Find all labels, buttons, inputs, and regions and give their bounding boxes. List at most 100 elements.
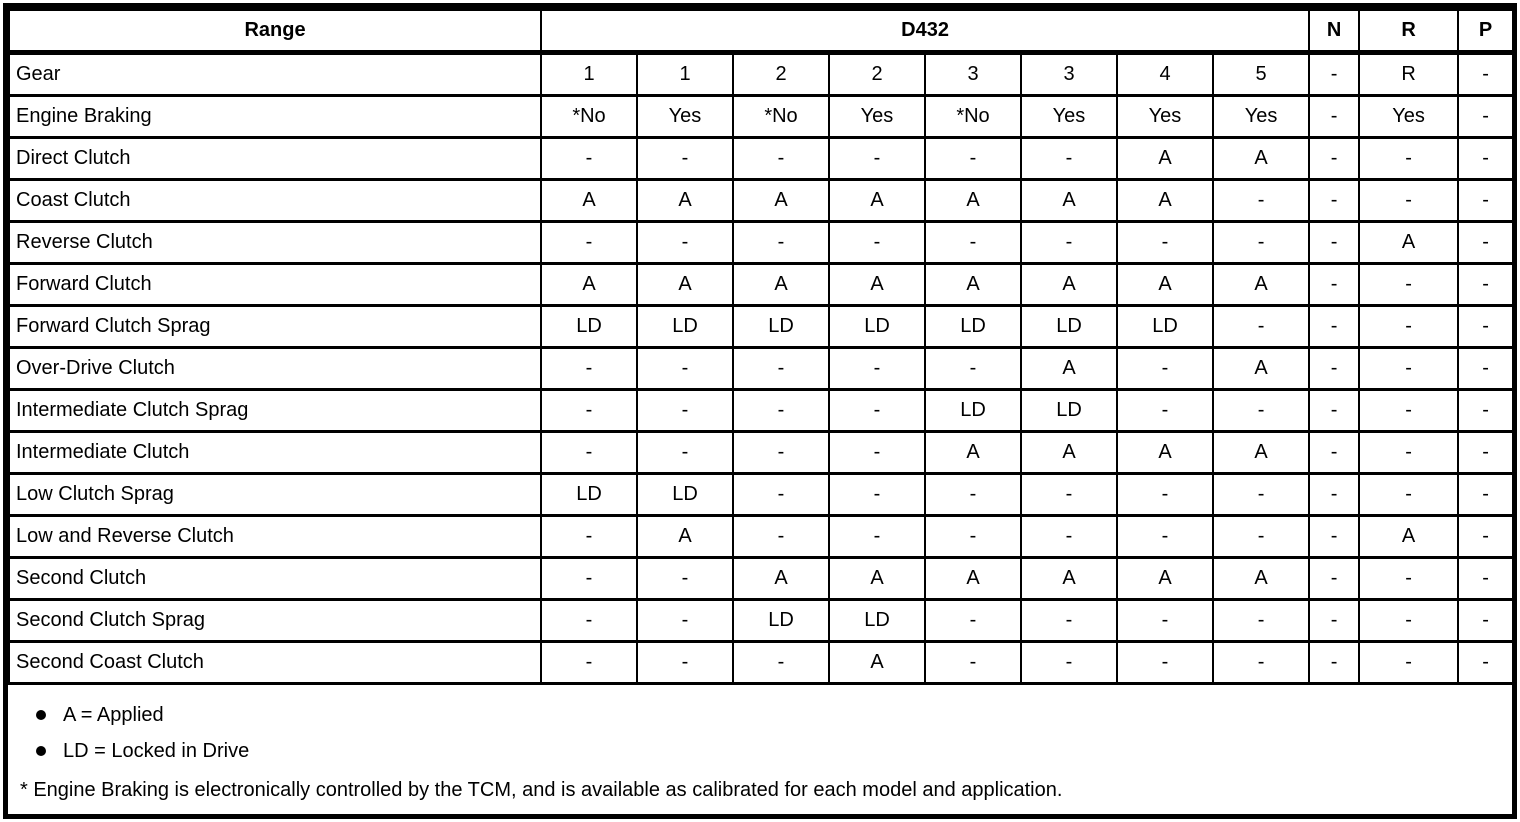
value-cell: - [1020,640,1118,685]
value-cell: - [732,430,830,475]
value-cell: - [1457,304,1515,349]
value-cell: 1 [636,51,734,97]
value-cell: - [1116,472,1214,517]
value-cell: A [732,262,830,307]
value-cell: - [1308,640,1361,685]
value-cell: - [1211,304,1311,349]
value-cell: A [1020,430,1118,475]
value-cell: A [636,262,734,307]
value-cell: - [1358,640,1460,685]
value-cell: LD [540,304,638,349]
value-cell: A [1211,430,1311,475]
row-label: Forward Clutch Sprag [8,304,542,349]
value-cell: - [540,346,638,391]
row-label: Direct Clutch [8,136,542,181]
value-cell: LD [924,388,1022,433]
value-cell: *No [540,94,638,139]
value-cell: - [1308,388,1361,433]
value-cell: - [1116,640,1214,685]
value-cell: - [1308,430,1361,475]
value-cell: LD [732,304,830,349]
value-cell: - [732,220,830,265]
table-row: Low and Reverse Clutch - A - - - - - - - A - [8,514,1515,559]
value-cell: - [1457,220,1515,265]
value-cell: - [924,598,1022,643]
value-cell: - [1358,430,1460,475]
value-cell: - [1358,388,1460,433]
table-body: Gear 1 1 2 2 3 3 4 5- R - Engine Braking *No Yes *No Ye… [8,51,1515,685]
value-cell: - [1457,556,1515,601]
value-cell: - [1457,430,1515,475]
value-cell: LD [828,304,926,349]
value-cell: A [636,178,734,223]
table-row: Forward Clutch A A A A A A A A - - - [8,262,1515,307]
value-cell: A [924,262,1022,307]
value-cell: 2 [732,51,830,97]
value-cell: - [1457,640,1515,685]
value-cell: - [1020,598,1118,643]
value-cell: - [1308,178,1361,223]
value-cell: - [1358,178,1460,223]
value-cell: - [540,136,638,181]
value-cell: A [1211,556,1311,601]
value-cell: A [732,178,830,223]
value-cell: A [1020,346,1118,391]
value-cell: LD [1020,304,1118,349]
row-label: Low and Reverse Clutch [8,514,542,559]
table-row: Intermediate Clutch - - - - A A A A - - - [8,430,1515,475]
bullet-icon [36,710,46,720]
value-cell: 3 [1020,51,1118,97]
value-cell: - [1308,556,1361,601]
value-cell: - [1308,598,1361,643]
value-cell: - [732,640,830,685]
value-cell: LD [1116,304,1214,349]
row-label: Reverse Clutch [8,220,542,265]
legend-text: LD = Locked in Drive [63,739,250,762]
row-label: Intermediate Clutch [8,430,542,475]
value-cell: LD [732,598,830,643]
value-cell: - [1457,346,1515,391]
value-cell: - [636,556,734,601]
legend-item: LD = Locked in Drive [36,733,1502,769]
clutch-application-table: Range D432 N R P Gear 1 1 2 2 3 3 4 5- R - Engine B… [8,8,1515,685]
value-cell: - [1211,388,1311,433]
value-cell: - [732,388,830,433]
value-cell: - [1211,598,1311,643]
row-label: Second Coast Clutch [8,640,542,685]
value-cell: A [1358,220,1460,265]
d432-group-header-cell: D432 [539,8,1311,55]
value-cell: - [828,220,926,265]
value-cell: - [1308,220,1361,265]
value-cell: *No [924,94,1022,139]
value-cell: - [828,430,926,475]
bullet-icon [36,746,46,756]
value-cell: 2 [828,51,926,97]
value-cell: A [1116,178,1214,223]
table-row: Intermediate Clutch Sprag - - - - LD LD - - - - - [8,388,1515,433]
value-cell: - [1211,640,1311,685]
row-label: Gear [8,51,542,97]
value-cell: LD [828,598,926,643]
value-cell: - [636,346,734,391]
value-cell: - [1457,514,1515,559]
value-cell: A [1020,556,1118,601]
value-cell: 4 [1116,51,1214,97]
table-row: Second Clutch - - A A A A A A - - - [8,556,1515,601]
row-label: Intermediate Clutch Sprag [8,388,542,433]
value-cell: - [1211,220,1311,265]
value-cell: Yes [1211,94,1311,139]
table-row: Low Clutch Sprag LD LD - - - - - - - - - [8,472,1515,517]
table-row: Second Clutch Sprag - - LD LD - - - - - - - [8,598,1515,643]
table-row: Engine Braking *No Yes *No Yes *No Yes Yes Yes - Y… [8,94,1515,139]
value-cell: LD [1020,388,1118,433]
table-row: Over-Drive Clutch - - - - - A - A - - - [8,346,1515,391]
value-cell: 5 [1211,51,1311,97]
engine-braking-footnote: * Engine Braking is electronically contr… [20,779,1063,801]
value-cell: A [828,640,926,685]
value-cell: A [1358,514,1460,559]
value-cell: *No [732,94,830,139]
value-cell: - [1020,472,1118,517]
value-cell: A [828,262,926,307]
value-cell: A [540,262,638,307]
table-row: Coast Clutch A A A A A A A - - - - [8,178,1515,223]
